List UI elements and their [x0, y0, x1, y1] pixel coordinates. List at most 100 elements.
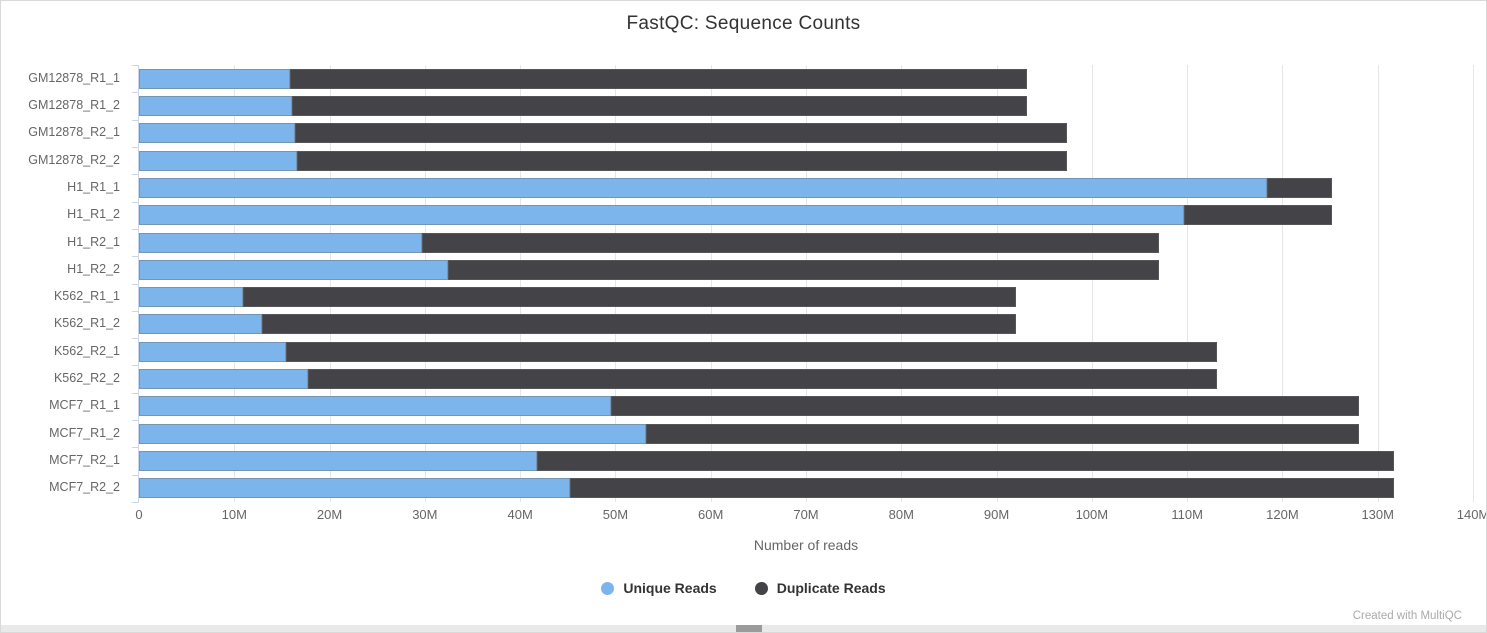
- y-axis-tick: [132, 174, 139, 175]
- chart-title: FastQC: Sequence Counts: [626, 13, 861, 34]
- bar-segment-duplicate-reads: [307, 369, 1217, 390]
- category-labels: GM12878_R1_1 GM12878_R1_2 GM12878_R2_1 GM12…: [1, 65, 129, 502]
- bar-row: [139, 314, 1473, 335]
- y-axis-tick: [132, 229, 139, 230]
- category-label: GM12878_R1_1: [28, 70, 120, 85]
- x-tick-label: 90M: [983, 507, 1010, 522]
- y-axis-line: [138, 65, 139, 502]
- y-axis-tick: [132, 65, 139, 66]
- bar-row: [139, 95, 1473, 116]
- x-axis-tick-labels: 0 10M 20M 30M 40M 50M 60M 70M 80M 90M 100M 110M 120M…: [135, 507, 1486, 525]
- bar-segment-duplicate-reads: [297, 150, 1068, 171]
- y-axis-tick: [132, 475, 139, 476]
- bar-segment-unique-reads: [139, 150, 298, 171]
- bar-segment-duplicate-reads: [295, 123, 1068, 144]
- bar-segment-unique-reads: [139, 314, 262, 335]
- y-axis-tick: [132, 447, 139, 448]
- gridline: [996, 65, 998, 502]
- bar-segment-unique-reads: [139, 423, 646, 444]
- bar-row: [139, 451, 1473, 472]
- gridline: [710, 65, 712, 502]
- gridline: [1282, 65, 1284, 502]
- bar-segment-duplicate-reads: [610, 396, 1359, 417]
- bar-segment-duplicate-reads: [421, 232, 1159, 253]
- x-tick-label: 120M: [1266, 507, 1299, 522]
- bar-segment-unique-reads: [139, 95, 293, 116]
- bar-segment-duplicate-reads: [569, 478, 1394, 499]
- category-label: MCF7_R2_2: [49, 480, 120, 495]
- x-tick-label: 110M: [1171, 507, 1203, 522]
- bar-row: [139, 478, 1473, 499]
- bar-segment-duplicate-reads: [1184, 205, 1332, 226]
- bar-segment-unique-reads: [139, 287, 243, 308]
- gridline: [1091, 65, 1093, 502]
- category-label: K562_R1_2: [53, 316, 120, 331]
- plot-area: [132, 65, 1474, 503]
- category-label: GM12878_R2_1: [28, 125, 120, 140]
- gridline: [234, 65, 236, 502]
- x-tick-label: 10M: [221, 507, 247, 522]
- legend: Unique Reads Duplicate Reads: [1, 580, 1486, 596]
- x-tick-label: 80M: [888, 507, 914, 522]
- gridline: [1187, 65, 1189, 502]
- category-label: H1_R2_2: [67, 261, 120, 276]
- x-tick-label: 130M: [1361, 507, 1394, 522]
- bar-segment-unique-reads: [139, 259, 448, 280]
- bar-segment-unique-reads: [139, 205, 1185, 226]
- y-axis-tick: [132, 365, 139, 366]
- y-axis-tick: [132, 502, 139, 503]
- bar-row: [139, 123, 1473, 144]
- bar-segment-duplicate-reads: [242, 287, 1016, 308]
- y-axis-tick: [132, 420, 139, 421]
- bar-row: [139, 423, 1473, 444]
- category-label: K562_R1_1: [53, 289, 120, 304]
- scrollbar-thumb[interactable]: [736, 625, 762, 632]
- y-axis-tick: [132, 92, 139, 93]
- horizontal-scrollbar[interactable]: [1, 625, 1486, 632]
- gridline: [1377, 65, 1379, 502]
- x-tick-label: 40M: [507, 507, 533, 522]
- bar-segment-duplicate-reads: [645, 423, 1359, 444]
- gridline: [806, 65, 807, 502]
- multiqc-credit: Created with MultiQC: [1352, 610, 1462, 622]
- x-tick-label: 30M: [412, 507, 438, 522]
- category-label: GM12878_R1_2: [28, 97, 120, 112]
- category-label: MCF7_R1_1: [49, 398, 120, 413]
- category-label: H1_R1_1: [67, 179, 120, 194]
- bar-segment-unique-reads: [139, 232, 422, 253]
- x-tick-label: 60M: [698, 507, 724, 522]
- category-label: H1_R2_1: [67, 234, 120, 249]
- bar-segment-duplicate-reads: [447, 259, 1159, 280]
- bar-segment-unique-reads: [139, 341, 286, 362]
- gridline: [329, 65, 331, 502]
- bar-segment-unique-reads: [139, 451, 538, 472]
- category-label: K562_R2_1: [53, 343, 120, 358]
- bar-row: [139, 287, 1473, 308]
- bar-segment-duplicate-reads: [285, 341, 1217, 362]
- bar-segment-unique-reads: [139, 369, 308, 390]
- bar-segment-unique-reads: [139, 396, 611, 417]
- bar-segment-unique-reads: [139, 177, 1268, 198]
- category-label: K562_R2_2: [53, 371, 120, 386]
- bar-row: [139, 396, 1473, 417]
- bar-row: [139, 232, 1473, 253]
- x-tick-label: 20M: [316, 507, 343, 522]
- y-axis-tick: [132, 147, 139, 148]
- legend-dot: [601, 581, 615, 595]
- bar-row: [139, 68, 1473, 89]
- legend-item-unique-reads[interactable]: Unique Reads: [601, 580, 717, 596]
- x-tick-label: 140M: [1456, 507, 1487, 522]
- gridline: [520, 65, 522, 502]
- gridline: [1473, 65, 1474, 502]
- gridline: [615, 65, 617, 502]
- bar-row: [139, 177, 1473, 198]
- gridline: [901, 65, 903, 502]
- x-tick-label: 100M: [1075, 507, 1109, 522]
- bar-row: [139, 369, 1473, 390]
- bar-segment-duplicate-reads: [537, 451, 1394, 472]
- x-tick-label: 0: [135, 507, 143, 522]
- legend-item-duplicate-reads[interactable]: Duplicate Reads: [754, 580, 886, 596]
- y-axis-tick: [132, 311, 139, 312]
- legend-dot: [754, 581, 768, 595]
